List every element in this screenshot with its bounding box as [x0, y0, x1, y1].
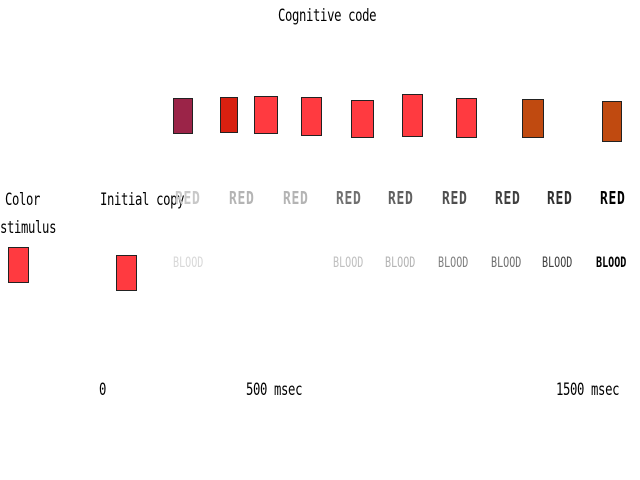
- code-swatch: [301, 97, 322, 136]
- blood-word: BLOOD: [438, 255, 469, 271]
- blood-word: BLOOD: [173, 255, 204, 271]
- red-word: RED: [283, 188, 309, 209]
- red-word: RED: [600, 188, 626, 209]
- timeline-start: 0: [99, 380, 107, 400]
- red-word: RED: [175, 188, 201, 209]
- color-stimulus-label: Color: [5, 190, 41, 210]
- color-stimulus-swatch: [8, 247, 29, 283]
- red-word: RED: [442, 188, 468, 209]
- initial-copy-swatch: [116, 255, 137, 291]
- red-word: RED: [547, 188, 573, 209]
- code-swatch: [602, 101, 622, 142]
- blood-word: BLOOD: [333, 255, 364, 271]
- code-swatch: [522, 99, 544, 138]
- blood-word: BLOOD: [596, 255, 627, 271]
- red-word: RED: [229, 188, 255, 209]
- code-swatch: [351, 100, 374, 138]
- code-swatch: [402, 94, 423, 137]
- initial-copy-label: Initial copy: [100, 190, 185, 210]
- red-word: RED: [336, 188, 362, 209]
- timeline-500: 500 msec: [246, 380, 303, 400]
- code-swatch: [254, 96, 278, 134]
- color-stimulus-label-line2: stimulus: [0, 218, 57, 238]
- blood-word: BLOOD: [491, 255, 522, 271]
- diagram-title: Cognitive code: [278, 6, 377, 26]
- timeline-1500: 1500 msec: [556, 380, 620, 400]
- code-swatch: [173, 98, 193, 134]
- red-word: RED: [495, 188, 521, 209]
- code-swatch: [220, 97, 238, 133]
- red-word: RED: [388, 188, 414, 209]
- blood-word: BLOOD: [385, 255, 416, 271]
- code-swatch: [456, 98, 477, 138]
- blood-word: BLOOD: [542, 255, 573, 271]
